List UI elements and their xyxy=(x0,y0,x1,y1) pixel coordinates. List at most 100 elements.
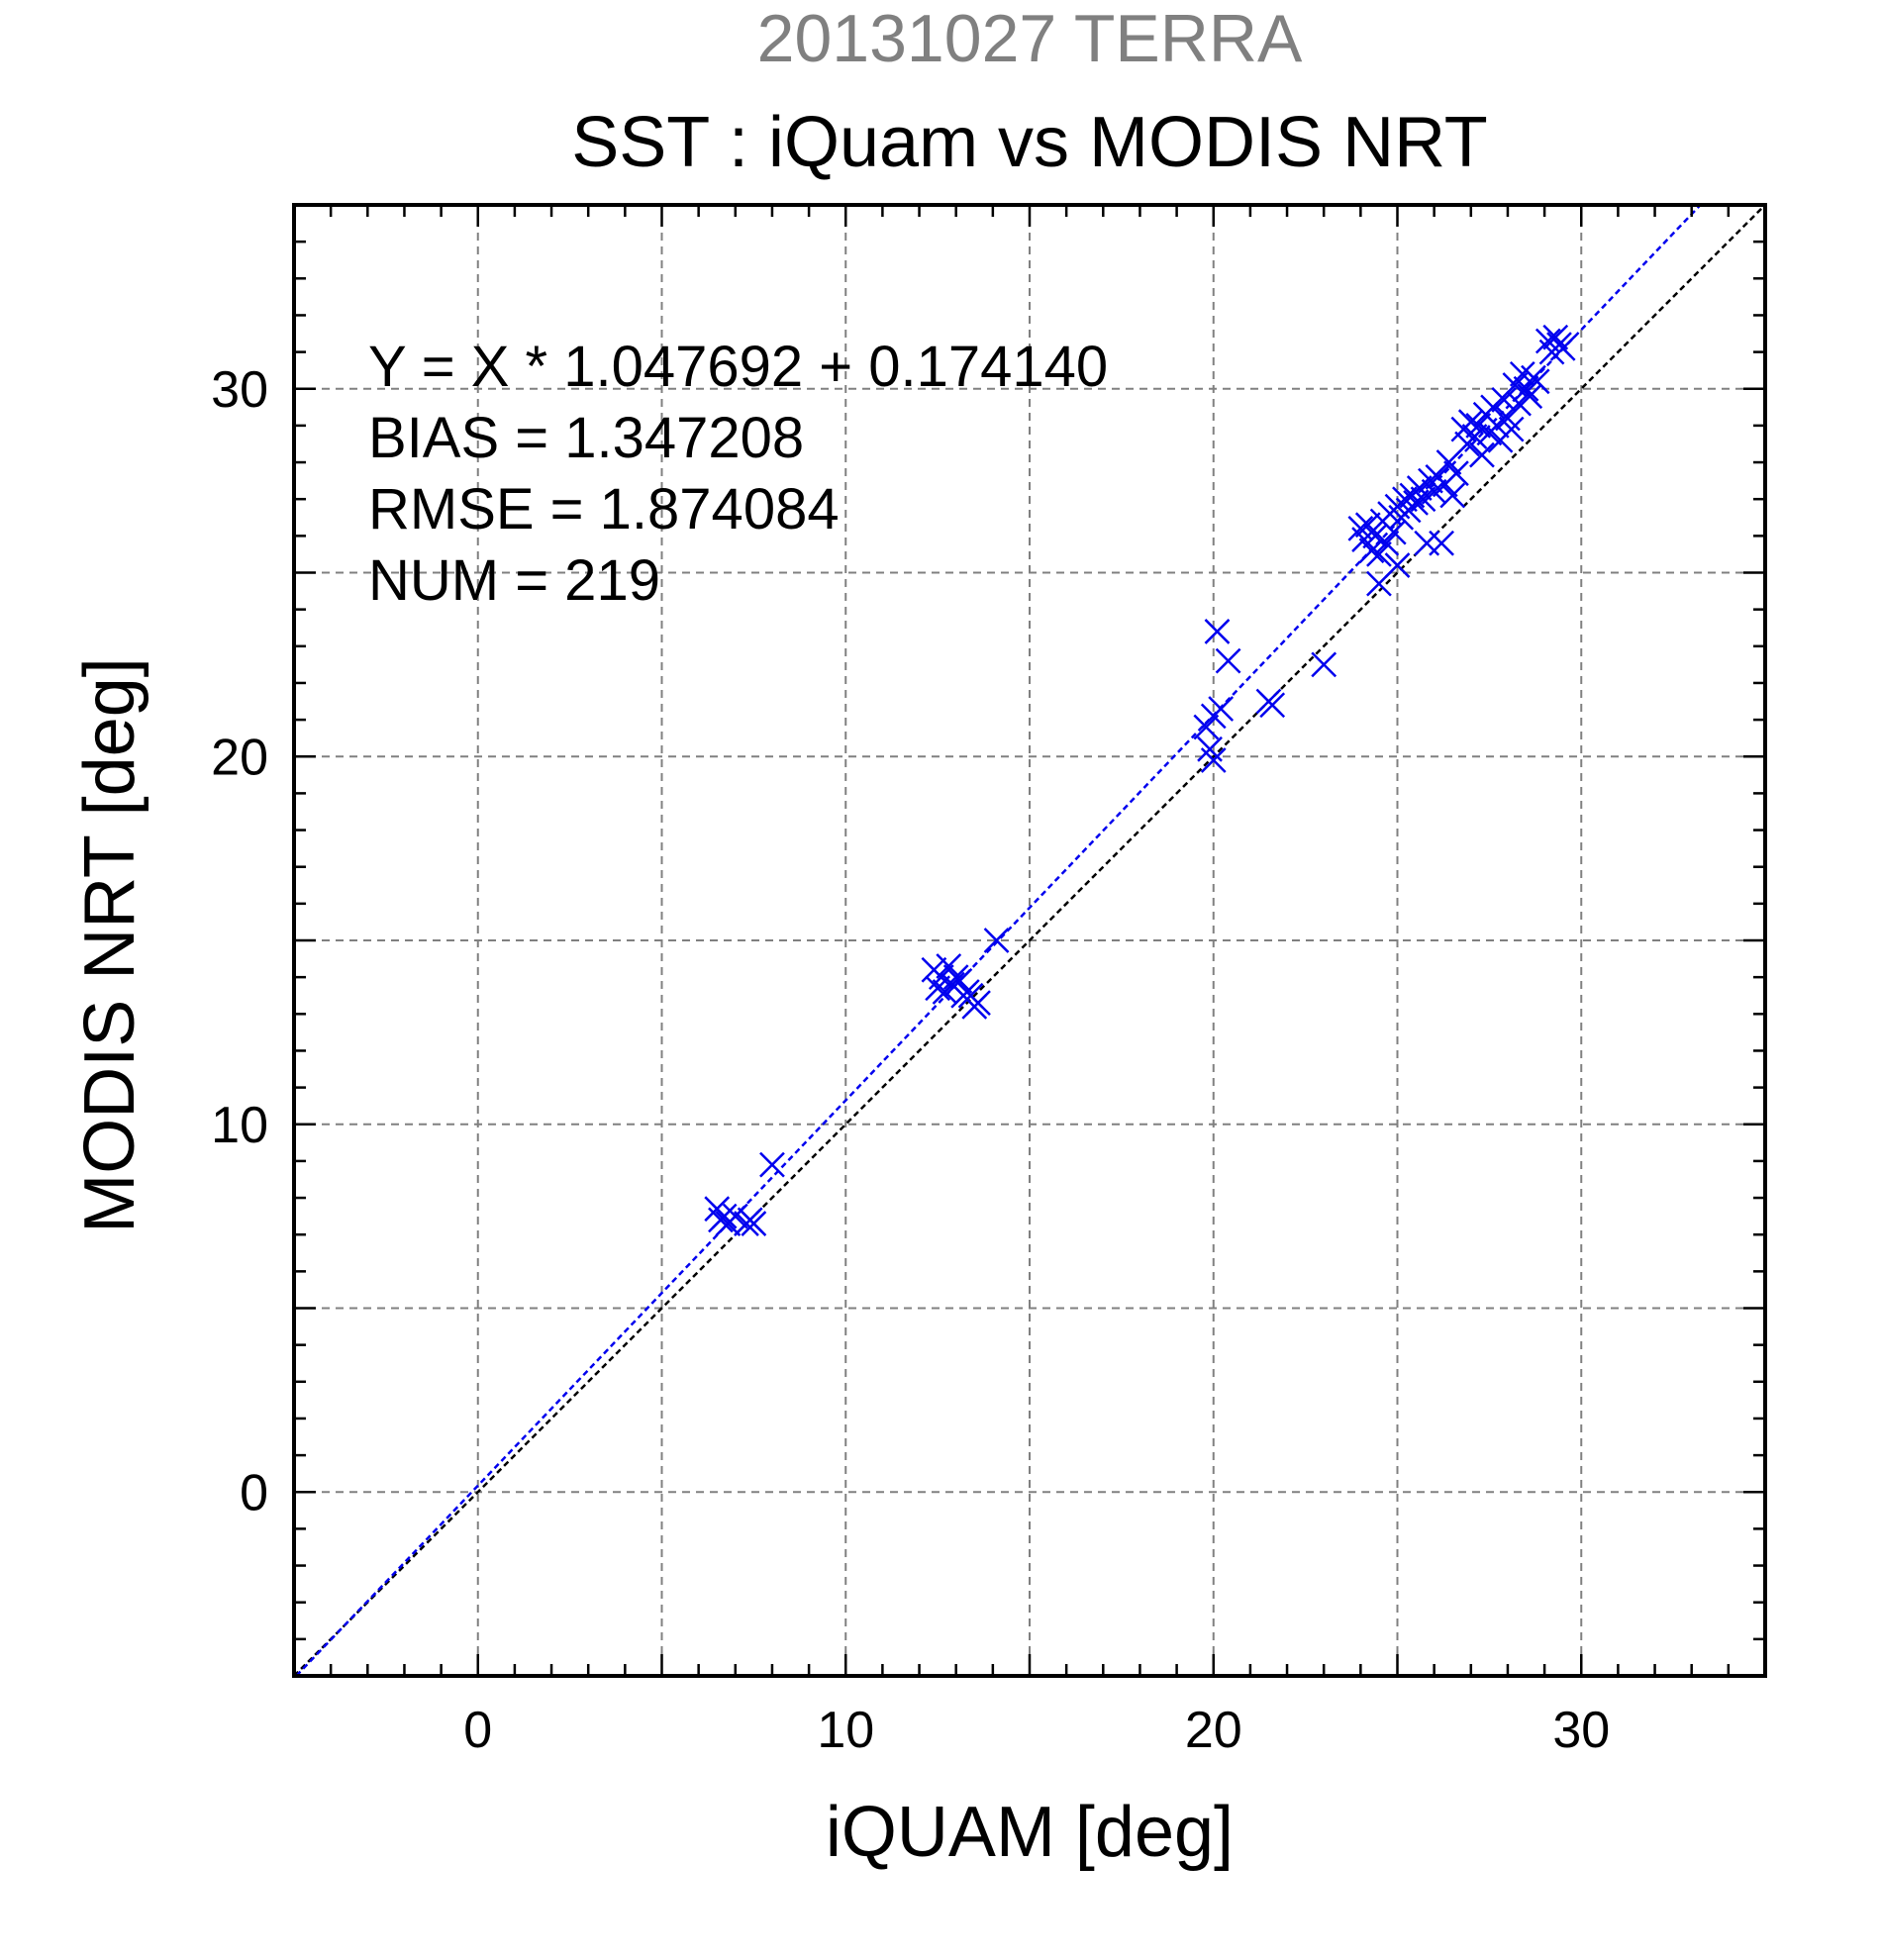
data-point-stroke xyxy=(1534,328,1561,354)
data-point xyxy=(1358,538,1385,564)
data-point-stroke xyxy=(1208,696,1235,722)
x-tick-label: 10 xyxy=(817,1702,874,1759)
data-point-stroke xyxy=(1200,747,1227,773)
regression-equation: Y = X * 1.047692 + 0.174140 xyxy=(368,335,1108,399)
data-point xyxy=(946,967,973,994)
data-point xyxy=(1384,552,1411,578)
data-point xyxy=(1480,394,1506,421)
data-point-stroke xyxy=(1215,647,1241,674)
data-point-stroke xyxy=(983,928,1010,953)
data-point xyxy=(1549,336,1576,361)
data-point-stroke xyxy=(1439,482,1466,509)
data-point xyxy=(1215,647,1241,674)
chart-title: SST : iQuam vs MODIS NRT xyxy=(571,103,1488,182)
data-point xyxy=(983,928,1010,953)
data-point xyxy=(741,1211,767,1236)
data-point xyxy=(1465,413,1492,439)
data-point xyxy=(1208,696,1235,722)
x-tick-label: 20 xyxy=(1185,1702,1242,1759)
data-point xyxy=(1414,530,1440,556)
x-tick-label: 30 xyxy=(1552,1702,1610,1759)
data-point-stroke xyxy=(1204,619,1231,644)
data-point-stroke xyxy=(965,990,991,1017)
data-point-stroke xyxy=(1347,516,1374,541)
data-point-stroke xyxy=(1509,361,1535,387)
plot-frame xyxy=(292,203,1767,1678)
data-point-stroke xyxy=(1197,735,1223,762)
data-point xyxy=(1469,441,1495,468)
data-point xyxy=(1366,541,1392,567)
data-point-stroke xyxy=(1193,714,1220,740)
identity-line xyxy=(293,204,1766,1677)
data-point xyxy=(1200,747,1227,773)
reference-lines xyxy=(293,204,1766,1677)
data-point xyxy=(1311,651,1337,678)
data-point-stroke xyxy=(1392,486,1418,513)
data-point xyxy=(1443,460,1469,487)
data-point-stroke xyxy=(1506,390,1532,417)
data-point xyxy=(1193,714,1220,740)
data-point-stroke xyxy=(1410,486,1436,513)
data-point xyxy=(1439,482,1466,509)
data-point xyxy=(1542,324,1569,350)
data-point-stroke xyxy=(1380,519,1407,545)
data-point-stroke xyxy=(1384,552,1411,578)
data-point xyxy=(1429,530,1454,556)
data-point xyxy=(1483,413,1510,439)
y-tick-label: 30 xyxy=(211,361,268,419)
sample-count: NUM = 219 xyxy=(368,548,660,613)
data-point xyxy=(1498,416,1525,442)
y-axis-title: MODIS NRT [deg] xyxy=(70,657,149,1233)
data-point xyxy=(1513,375,1539,402)
regression-line xyxy=(295,204,1702,1677)
data-point xyxy=(711,1203,738,1229)
data-point-stroke xyxy=(1311,651,1337,678)
data-point-stroke xyxy=(1483,413,1510,439)
data-point xyxy=(1524,368,1550,395)
data-point-stroke xyxy=(1549,336,1576,361)
data-point-stroke xyxy=(1259,692,1286,719)
data-point-stroke xyxy=(1542,324,1569,350)
data-point-stroke xyxy=(1354,512,1381,539)
data-point-stroke xyxy=(722,1203,748,1229)
rmse-value: RMSE = 1.874084 xyxy=(368,477,840,541)
x-axis-title: iQUAM [deg] xyxy=(826,1793,1234,1872)
data-point xyxy=(1204,619,1231,644)
data-point xyxy=(722,1203,748,1229)
data-point-stroke xyxy=(1495,405,1521,432)
data-points xyxy=(704,324,1576,1236)
data-point xyxy=(1506,390,1532,417)
tick-labels: 0 0 10 10 20 20 30 30 xyxy=(211,361,1610,1759)
y-tick-label: 0 xyxy=(240,1464,268,1521)
data-point xyxy=(936,953,962,979)
data-point xyxy=(1380,519,1407,545)
data-point-stroke xyxy=(759,1151,785,1178)
data-point-stroke xyxy=(741,1211,767,1236)
data-point-stroke xyxy=(1429,530,1454,556)
data-point xyxy=(1259,692,1286,719)
data-point-stroke xyxy=(1373,530,1400,556)
y-tick-label: 20 xyxy=(211,729,268,786)
data-point-stroke xyxy=(711,1203,738,1229)
data-point-stroke xyxy=(1498,416,1525,442)
data-point xyxy=(1373,530,1400,556)
data-point xyxy=(759,1151,785,1178)
data-point-stroke xyxy=(1443,460,1469,487)
x-tick-label: 0 xyxy=(463,1702,492,1759)
data-point-stroke xyxy=(1457,409,1484,436)
data-point-stroke xyxy=(1403,490,1429,516)
data-point-stroke xyxy=(1358,538,1385,564)
data-point-stroke xyxy=(1469,441,1495,468)
data-point-stroke xyxy=(946,967,973,994)
data-point xyxy=(1410,486,1436,513)
bias-value: BIAS = 1.347208 xyxy=(368,406,804,470)
data-point xyxy=(1403,490,1429,516)
chart-date-label: 20131027 TERRA xyxy=(757,1,1303,76)
data-point xyxy=(965,990,991,1017)
data-point-stroke xyxy=(1465,413,1492,439)
y-tick-label: 10 xyxy=(211,1097,268,1154)
data-point-stroke xyxy=(1406,475,1433,501)
data-point-stroke xyxy=(1524,368,1550,395)
